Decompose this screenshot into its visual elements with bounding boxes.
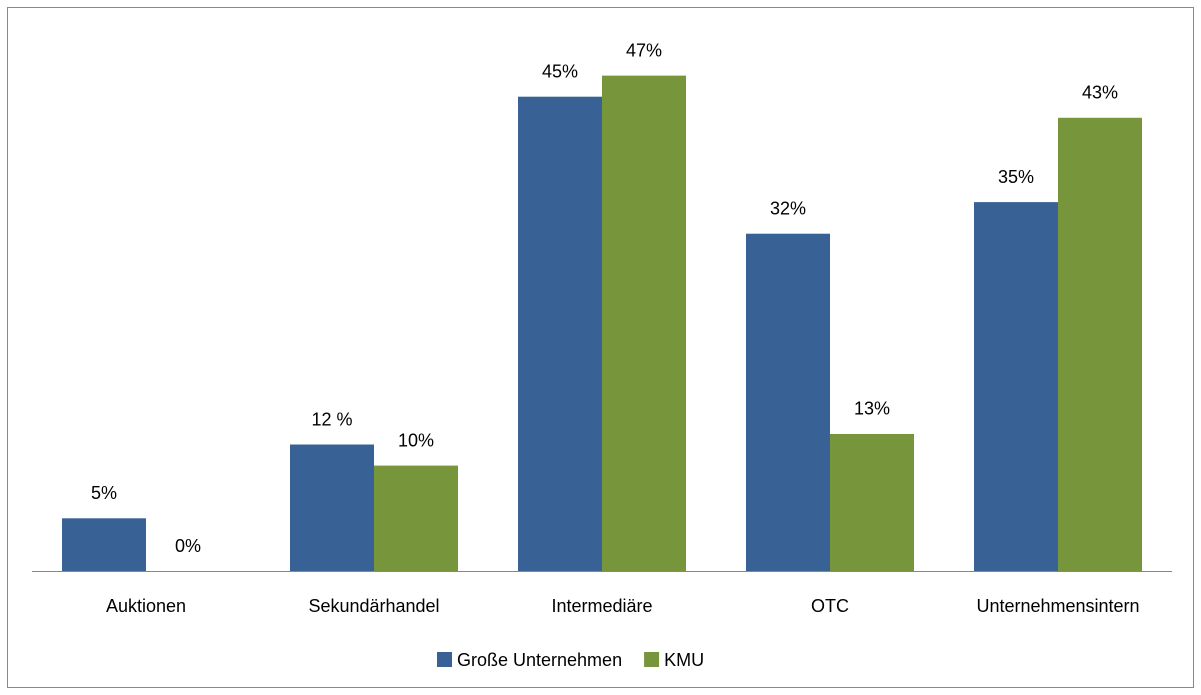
bar (62, 518, 146, 571)
legend-label: KMU (664, 650, 704, 670)
bar (974, 202, 1058, 571)
data-label: 35% (998, 167, 1034, 187)
x-tick-label: Intermediäre (551, 596, 652, 616)
legend-label: Große Unternehmen (457, 650, 622, 670)
x-tick-label: Unternehmensintern (976, 596, 1139, 616)
data-label: 10% (398, 430, 434, 450)
legend-swatch (644, 652, 660, 667)
data-label: 45% (542, 61, 578, 81)
data-label: 0% (175, 536, 201, 556)
bar (518, 96, 602, 571)
data-label: 12 % (311, 409, 352, 429)
bar (374, 465, 458, 571)
data-label: 43% (1082, 83, 1118, 103)
x-tick-label: OTC (811, 596, 849, 616)
x-tick-label: Auktionen (106, 596, 186, 616)
bar (1058, 117, 1142, 571)
bar (830, 433, 914, 571)
bar (602, 75, 686, 572)
x-tick-label: Sekundärhandel (308, 596, 439, 616)
bar (290, 444, 374, 571)
data-label: 47% (626, 40, 662, 60)
bar (746, 233, 830, 571)
legend-swatch (437, 652, 452, 667)
data-label: 32% (770, 198, 806, 218)
data-label: 13% (854, 399, 890, 419)
data-label: 5% (91, 483, 117, 503)
